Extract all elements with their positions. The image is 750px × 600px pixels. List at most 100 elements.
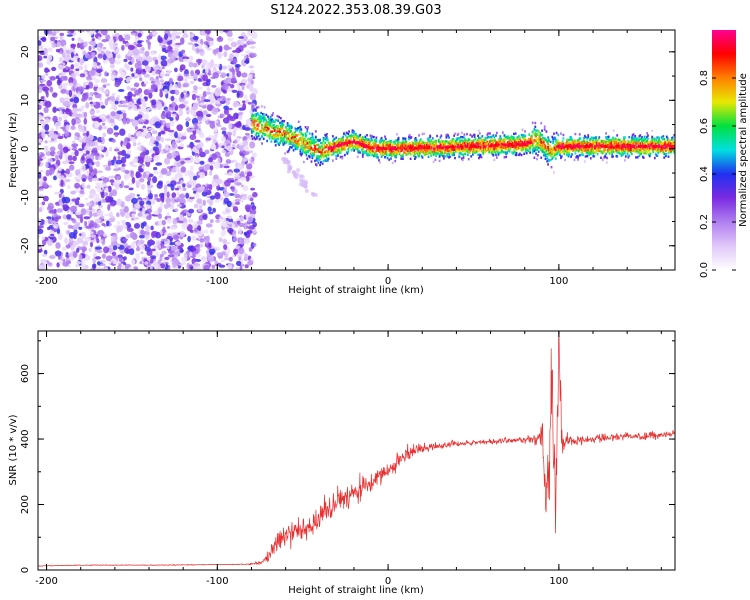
heatmap-cell [100,136,105,141]
heatmap-cell [51,66,57,72]
heatmap-cell [169,131,176,137]
heatmap-cell [361,136,364,139]
heatmap-cell [145,39,150,43]
heatmap-cell [443,155,446,158]
heatmap-cell [78,65,84,70]
heatmap-cell [324,141,327,145]
heatmap-cell [44,124,50,131]
heatmap-cell [375,136,378,139]
heatmap-cell [309,144,312,147]
heatmap-cell [223,51,228,58]
heatmap-cell [232,129,236,137]
heatmap-cell [473,135,476,138]
heatmap-cell [190,106,198,111]
heatmap-cell [430,139,432,142]
heatmap-cell [501,131,504,134]
heatmap-cell [531,151,534,154]
heatmap-cell [273,123,275,127]
heatmap-cell [189,55,193,61]
heatmap-cell [79,216,84,224]
heatmap-cell [107,160,112,167]
heatmap-cell [230,78,237,84]
heatmap-cell [88,174,94,183]
heatmap-cell [40,96,45,99]
heatmap-cell [140,251,144,255]
heatmap-cell [212,72,219,79]
heatmap-cell [124,173,129,179]
heatmap-cell [110,74,115,80]
heatmap-cell [159,91,164,98]
heatmap-cell [376,153,379,156]
heatmap-cell [343,147,346,150]
heatmap-cell [69,30,75,34]
heatmap-cell [170,95,175,102]
heatmap-cell [194,139,201,143]
heatmap-cell [191,148,199,153]
heatmap-cell [179,64,186,71]
heatmap-cell [142,107,147,113]
heatmap-cell [119,128,126,136]
heatmap-cell [164,81,170,85]
heatmap-cell [112,52,116,59]
heatmap-cell [251,205,257,211]
heatmap-cell [97,145,105,151]
heatmap-cell [493,136,496,139]
heatmap-cell [137,142,142,146]
heatmap-cell [67,155,73,161]
heatmap-cell [96,189,103,193]
heatmap-cell [68,237,74,244]
heatmap-cell [356,144,359,148]
heatmap-cell [54,216,59,223]
heatmap-cell [260,117,263,120]
heatmap-cell [123,58,128,63]
heatmap-cell [182,183,186,188]
heatmap-cell [50,233,55,237]
heatmap-cell [502,151,505,154]
heatmap-cell [70,244,75,251]
heatmap-cell [286,169,291,174]
heatmap-cell [68,89,73,97]
heatmap-cell [366,134,368,137]
heatmap-cell [183,90,187,94]
heatmap-cell [407,143,409,146]
heatmap-cell [458,155,461,158]
heatmap-cell [97,201,102,206]
heatmap-cell [77,30,85,33]
heatmap-cell [301,146,304,150]
heatmap-cell [68,232,76,239]
heatmap-cell [101,223,106,226]
heatmap-cell [359,151,362,154]
heatmap-cell [121,109,126,113]
heatmap-cell [85,137,92,144]
heatmap-cell [158,143,162,150]
heatmap-cell [63,44,67,51]
heatmap-cell [134,35,139,42]
heatmap-cell [78,226,83,230]
heatmap-cell [266,139,268,143]
heatmap-cell [239,265,243,270]
heatmap-cell [103,233,107,238]
heatmap-cell [513,150,516,153]
heatmap-cell [462,156,465,159]
heatmap-cell [279,142,281,145]
heatmap-cell [79,73,86,78]
heatmap-cell [512,145,514,149]
heatmap-cell [166,180,171,185]
heatmap-cell [479,137,482,140]
heatmap-cell [195,47,201,54]
heatmap-cell [75,222,81,226]
heatmap-cell [81,246,87,252]
heatmap-cell [154,194,158,198]
heatmap-cell [408,141,411,145]
heatmap-cell [103,246,109,254]
heatmap-cell [165,138,171,141]
heatmap-cell [142,103,147,108]
heatmap-cell [248,247,253,252]
heatmap-cell [141,47,145,52]
heatmap-cell [226,131,233,137]
heatmap-cell [385,154,388,157]
heatmap-cell [211,107,219,115]
heatmap-cell [184,100,189,105]
heatmap-cell [192,35,199,41]
heatmap-cell [161,250,167,255]
